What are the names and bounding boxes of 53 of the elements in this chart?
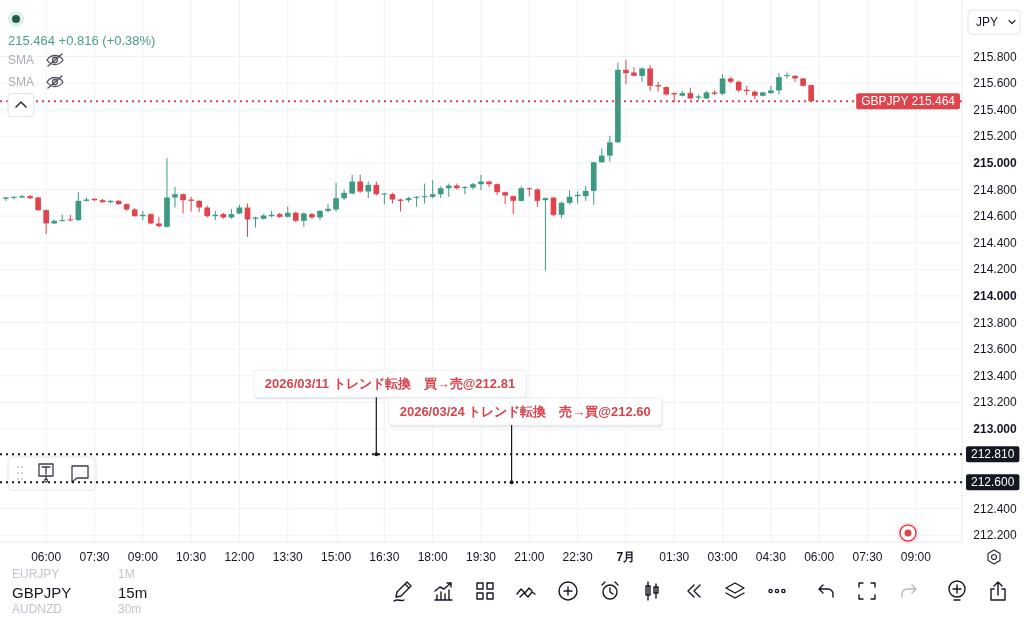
text: 15m [118,583,148,601]
x-tick-label: 13:30 [272,550,304,564]
ref-line: 212.600 [0,474,1020,491]
x-tick-label: 22:30 [562,550,593,564]
y-tick-label: 215.200 [973,129,1018,144]
x-tick-label: 07:30 [79,550,110,564]
y-tick-label: 213.000 [973,421,1018,436]
ref-line-label: GBPJPY 215.464 [861,94,956,109]
y-tick-label: 213.600 [973,342,1018,357]
x-tick-label: 03:00 [707,550,738,564]
y-tick-label: 213.400 [973,368,1018,383]
ref-line-label: 212.600 [971,475,1015,490]
x-tick-label: 7月 [616,550,636,564]
ref-line: 212.810 [0,446,1020,463]
x-tick-label: 15:00 [321,550,352,564]
x-tick-label: 10:30 [176,550,207,564]
y-tick-label: 213.800 [973,315,1018,330]
x-tick-label: 09:00 [127,550,159,564]
y-tick-label: 215.000 [973,155,1018,170]
ref-line-label: 212.810 [971,447,1015,462]
x-tick-label: 18:00 [417,550,449,564]
text: GBPJPY [12,583,72,601]
x-tick-label: 21:00 [514,550,545,564]
y-tick-label: 213.200 [973,395,1018,410]
annotation: 215.464 +0.816 (+0.38%) [8,32,156,48]
x-tick-label: 12:00 [224,550,255,564]
x-tick-label: 09:00 [900,550,932,564]
text: AUDNZD [12,602,63,616]
text: JPY [976,15,999,29]
x-tick-label: 06:00 [31,550,62,564]
x-tick-label: 07:30 [852,550,883,564]
y-tick-label: 212.200 [973,528,1018,543]
annotation: 2026/03/11 トレンド転換 買→売@212.81 [264,376,516,392]
x-tick-label: 19:30 [465,550,497,564]
annotation: SMA [8,75,35,89]
y-tick-label: 214.800 [973,182,1018,197]
y-tick-label: 214.200 [973,262,1018,277]
text: EURJPY [12,567,60,581]
y-tick-label: 214.000 [973,288,1018,303]
y-tick-label: 214.400 [973,235,1018,250]
x-tick-label: 16:30 [369,550,400,564]
x-tick-label: 06:00 [804,550,835,564]
y-tick-label: 215.400 [973,102,1018,117]
annotation: 2026/03/24 トレンド転換 売→買@212.60 [399,404,651,420]
x-tick-label: 01:30 [659,550,690,564]
y-tick-label: 215.800 [973,49,1018,64]
annotation: SMA [8,53,35,67]
text: 30m [118,602,142,616]
y-tick-label: 215.600 [973,76,1018,91]
y-tick-label: 212.400 [973,501,1018,516]
y-tick-label: 214.600 [973,209,1018,224]
x-tick-label: 04:30 [755,550,787,564]
text: 1M [118,567,135,581]
